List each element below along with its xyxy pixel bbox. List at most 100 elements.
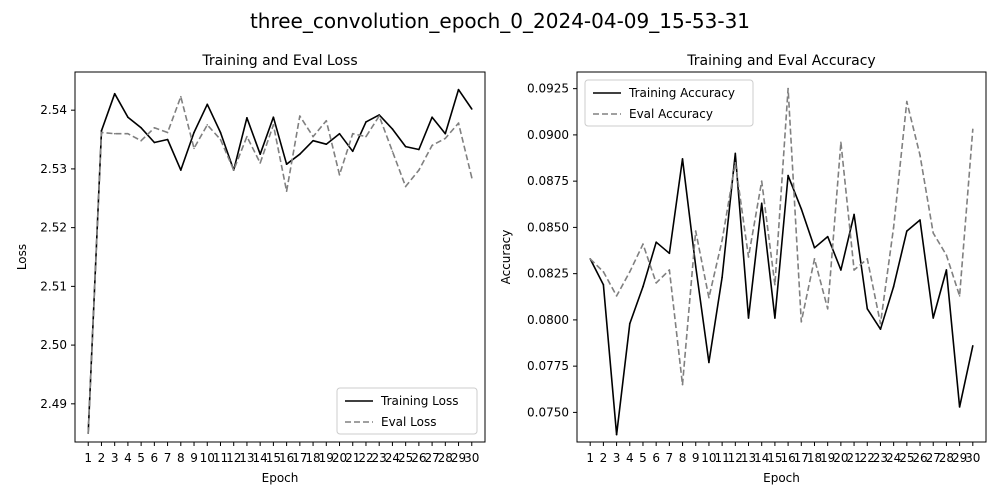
data-point bbox=[826, 235, 829, 238]
data-point bbox=[721, 276, 723, 279]
data-point bbox=[787, 174, 789, 177]
figure-title: three_convolution_epoch_0_2024-04-09_15-… bbox=[250, 9, 750, 33]
data-point bbox=[140, 126, 142, 129]
x-tick-label: 18 bbox=[305, 451, 320, 465]
y-tick-label: 0.0925 bbox=[527, 82, 569, 96]
data-point bbox=[628, 322, 631, 325]
x-tick-label: 24 bbox=[886, 451, 901, 465]
series-line-eval bbox=[589, 87, 974, 386]
y-axis-label: Loss bbox=[15, 244, 29, 270]
data-point bbox=[299, 153, 301, 156]
x-tick-label: 6 bbox=[652, 451, 660, 465]
data-point bbox=[826, 308, 829, 310]
data-point bbox=[232, 169, 235, 171]
data-point bbox=[219, 131, 222, 134]
data-point bbox=[378, 114, 380, 116]
x-tick-label: 5 bbox=[137, 451, 145, 465]
data-point bbox=[642, 285, 644, 288]
x-axis-label: Epoch bbox=[763, 471, 800, 485]
data-point bbox=[193, 131, 195, 134]
y-tick-label: 2.50 bbox=[40, 338, 67, 352]
x-axis-label: Epoch bbox=[262, 471, 299, 485]
x-tick-label: 10 bbox=[701, 451, 716, 465]
x-tick-label: 1 bbox=[586, 451, 594, 465]
x-tick-label: 5 bbox=[639, 451, 647, 465]
data-point bbox=[774, 283, 776, 286]
data-point bbox=[853, 213, 855, 216]
x-tick-label: 28 bbox=[438, 451, 453, 465]
x-tick-label: 21 bbox=[846, 451, 861, 465]
y-tick-label: 2.53 bbox=[40, 162, 67, 176]
data-point bbox=[219, 138, 222, 141]
x-tick-label: 3 bbox=[111, 451, 119, 465]
data-point bbox=[272, 116, 275, 119]
data-point bbox=[906, 230, 908, 232]
data-point bbox=[180, 169, 182, 171]
data-point bbox=[840, 141, 842, 144]
legend-box bbox=[584, 79, 754, 127]
data-point bbox=[734, 152, 737, 155]
data-point bbox=[879, 322, 882, 325]
x-tick-label: 25 bbox=[899, 451, 914, 465]
data-point bbox=[166, 138, 169, 141]
x-tick-label: 29 bbox=[952, 451, 967, 465]
data-point bbox=[457, 122, 460, 124]
legend: Training Loss Eval Loss bbox=[336, 387, 478, 435]
data-point bbox=[694, 230, 697, 232]
data-point bbox=[127, 116, 129, 119]
data-point bbox=[259, 153, 261, 156]
y-tick-label: 0.0875 bbox=[527, 174, 569, 188]
data-point bbox=[655, 282, 657, 284]
data-point bbox=[747, 256, 750, 258]
data-point bbox=[153, 126, 156, 129]
x-tick-label: 9 bbox=[692, 451, 700, 465]
data-point bbox=[668, 269, 671, 271]
x-tick-label: 8 bbox=[177, 451, 185, 465]
x-tick-label: 8 bbox=[679, 451, 687, 465]
data-point bbox=[193, 147, 195, 150]
x-tick-label: 16 bbox=[279, 451, 294, 465]
x-tick-label: 2 bbox=[600, 451, 608, 465]
x-tick-label: 9 bbox=[190, 451, 198, 465]
x-tick-label: 28 bbox=[939, 451, 954, 465]
data-point bbox=[100, 131, 103, 134]
legend-label: Training Loss bbox=[380, 394, 458, 408]
x-tick-label: 3 bbox=[613, 451, 621, 465]
data-point bbox=[166, 131, 169, 134]
data-point bbox=[325, 119, 328, 122]
y-tick-label: 0.0800 bbox=[527, 313, 569, 327]
data-point bbox=[285, 163, 288, 166]
x-tick-label: 18 bbox=[807, 451, 822, 465]
data-point bbox=[312, 135, 314, 138]
x-tick-label: 1 bbox=[84, 451, 92, 465]
data-point bbox=[418, 169, 420, 171]
data-point bbox=[879, 328, 882, 330]
data-point bbox=[615, 295, 618, 297]
data-point bbox=[246, 135, 248, 138]
series-line-training bbox=[87, 88, 473, 434]
data-point bbox=[642, 243, 644, 245]
legend-label: Eval Accuracy bbox=[629, 107, 713, 121]
data-point bbox=[892, 285, 895, 288]
x-tick-label: 12 bbox=[226, 451, 241, 465]
x-tick-label: 13 bbox=[741, 451, 756, 465]
data-point bbox=[127, 132, 129, 135]
data-point bbox=[206, 124, 209, 126]
data-point bbox=[113, 132, 116, 135]
x-tick-label: 30 bbox=[464, 451, 479, 465]
x-tick-label: 11 bbox=[714, 451, 729, 465]
legend: Training Accuracy Eval Accuracy bbox=[584, 79, 754, 127]
x-tick-label: 20 bbox=[332, 451, 347, 465]
data-point bbox=[681, 383, 684, 386]
x-tick-label: 17 bbox=[794, 451, 809, 465]
legend-label: Eval Loss bbox=[381, 415, 437, 429]
x-tick-label: 13 bbox=[239, 451, 254, 465]
data-point bbox=[431, 116, 433, 119]
data-point bbox=[853, 269, 855, 271]
data-point bbox=[972, 345, 974, 347]
data-point bbox=[906, 100, 908, 103]
plot-frame bbox=[74, 71, 486, 443]
x-tick-label: 27 bbox=[926, 451, 941, 465]
